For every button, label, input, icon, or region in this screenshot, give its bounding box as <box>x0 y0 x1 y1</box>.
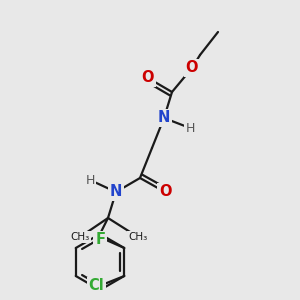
Text: Cl: Cl <box>88 278 104 293</box>
Text: O: O <box>186 61 198 76</box>
Text: H: H <box>85 173 95 187</box>
Text: H: H <box>185 122 195 134</box>
Text: N: N <box>158 110 170 125</box>
Text: O: O <box>142 70 154 86</box>
Text: F: F <box>95 232 105 247</box>
Text: N: N <box>110 184 122 200</box>
Text: CH₃: CH₃ <box>70 232 90 242</box>
Text: CH₃: CH₃ <box>128 232 148 242</box>
Text: O: O <box>159 184 171 200</box>
